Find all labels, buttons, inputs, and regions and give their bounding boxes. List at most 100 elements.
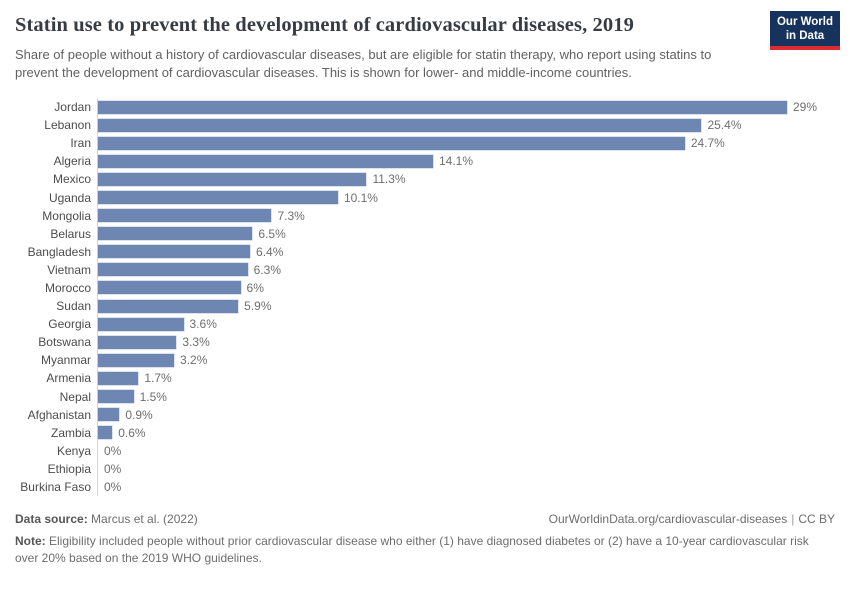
value-label: 25.4% (707, 118, 742, 133)
bar[interactable] (98, 172, 367, 186)
bar[interactable] (98, 408, 120, 422)
owid-logo[interactable]: Our World in Data (770, 11, 840, 50)
attribution: OurWorldinData.org/cardiovascular-diseas… (549, 512, 835, 526)
country-label: Uganda (48, 190, 91, 205)
bar[interactable] (98, 426, 113, 440)
bar-track: 6.4% (97, 242, 835, 261)
value-label: 10.1% (343, 190, 378, 205)
country-label: Ethiopia (47, 461, 91, 476)
bar-track: 3.3% (97, 333, 835, 352)
bar-track: 10.1% (97, 188, 835, 207)
license-link[interactable]: CC BY (798, 512, 835, 527)
bar-row: Bangladesh 6.4% (15, 242, 835, 261)
bar-row: Afghanistan 0.9% (15, 405, 835, 424)
bar-track: 1.7% (97, 369, 835, 388)
bar[interactable] (98, 245, 251, 259)
bar-row: Kenya 0% (15, 441, 835, 460)
country-label: Myanmar (40, 353, 91, 368)
bar[interactable] (98, 154, 433, 168)
bar-track: 0% (97, 441, 835, 460)
bar-row: Vietnam 6.3% (15, 260, 835, 279)
bar[interactable] (98, 335, 177, 349)
value-label: 3.6% (189, 317, 217, 332)
value-label: 5.9% (244, 299, 272, 314)
country-label: Burkina Faso (20, 480, 91, 495)
value-label: 0.6% (118, 425, 146, 440)
bar-track: 6.5% (97, 224, 835, 243)
bar-row: Botswana 3.3% (15, 333, 835, 352)
chart-footer: Data source: Marcus et al. (2022) OurWor… (0, 512, 850, 566)
bar-row: Lebanon 25.4% (15, 116, 835, 135)
chart-title: Statin use to prevent the development of… (15, 14, 634, 36)
bar[interactable] (98, 299, 239, 313)
country-label: Belarus (50, 226, 91, 241)
value-label: 14.1% (438, 154, 474, 169)
country-label: Lebanon (44, 118, 91, 133)
bar-track: 29% (97, 98, 835, 117)
country-label: Nepal (59, 389, 91, 404)
bar-track: 14.1% (97, 152, 835, 171)
bar-row: Armenia 1.7% (15, 369, 835, 388)
bar[interactable] (98, 353, 175, 367)
bar[interactable] (98, 100, 787, 114)
bar-track: 24.7% (97, 134, 835, 153)
attribution-separator: | (791, 512, 795, 527)
country-label: Sudan (56, 299, 91, 314)
bar-track: 25.4% (97, 116, 835, 135)
bar-row: Zambia 0.6% (15, 423, 835, 442)
footnote-label: Note: (15, 534, 46, 549)
value-label: 0% (104, 443, 122, 458)
bar[interactable] (98, 281, 241, 295)
value-label: 24.7% (690, 136, 725, 151)
bar-track: 0% (97, 459, 835, 478)
bar-track: 5.9% (97, 297, 835, 316)
value-label: 29% (793, 100, 818, 115)
bar-row: Sudan 5.9% (15, 297, 835, 316)
bar-row: Georgia 3.6% (15, 315, 835, 334)
bar[interactable] (98, 263, 248, 277)
value-label: 3.3% (182, 335, 210, 350)
value-label: 1.7% (144, 371, 172, 386)
country-label: Kenya (56, 443, 91, 458)
bar-row: Uganda 10.1% (15, 188, 835, 207)
bar[interactable] (98, 371, 139, 385)
chart-header: Statin use to prevent the development of… (0, 0, 850, 81)
footnote-text: Eligibility included people without prio… (15, 534, 809, 565)
value-label: 6% (246, 280, 264, 295)
bar[interactable] (98, 209, 272, 223)
bar[interactable] (98, 191, 338, 205)
bar-track: 0% (97, 477, 835, 497)
bar-row: Ethiopia 0% (15, 459, 835, 478)
country-label: Botswana (38, 335, 91, 350)
country-label: Armenia (46, 371, 91, 386)
bar-track: 6% (97, 278, 835, 298)
bar[interactable] (98, 317, 184, 331)
bar[interactable] (98, 227, 253, 241)
country-label: Jordan (54, 100, 91, 115)
owid-logo-line2: in Data (785, 30, 825, 42)
value-label: 0% (104, 461, 122, 476)
country-label: Vietnam (47, 262, 91, 277)
bar-track: 3.6% (97, 315, 835, 334)
chart-subtitle: Share of people without a history of car… (15, 47, 712, 80)
owid-logo-line1: Our World (776, 16, 833, 28)
country-label: Iran (70, 136, 91, 151)
country-label: Bangladesh (27, 244, 91, 259)
bar-chart: Jordan 29% Lebanon 25.4% Iran 24.7% Algeria 14.… (0, 98, 850, 497)
bar-row: Myanmar 3.2% (15, 351, 835, 370)
bar[interactable] (98, 118, 702, 132)
country-label: Afghanistan (27, 407, 91, 422)
bar-track: 0.9% (97, 405, 835, 424)
bar-row: Morocco 6% (15, 278, 835, 298)
bar-track: 0.6% (97, 423, 835, 442)
bar-row: Iran 24.7% (15, 134, 835, 153)
value-label: 3.2% (180, 353, 208, 368)
data-source: Data source: Marcus et al. (2022) (15, 512, 198, 526)
bar[interactable] (98, 136, 685, 150)
owid-url-link[interactable]: OurWorldinData.org/cardiovascular-diseas… (548, 512, 788, 527)
country-label: Mongolia (42, 208, 91, 223)
bar-track: 6.3% (97, 260, 835, 279)
bar-row: Burkina Faso 0% (15, 477, 835, 497)
bar[interactable] (98, 390, 134, 404)
